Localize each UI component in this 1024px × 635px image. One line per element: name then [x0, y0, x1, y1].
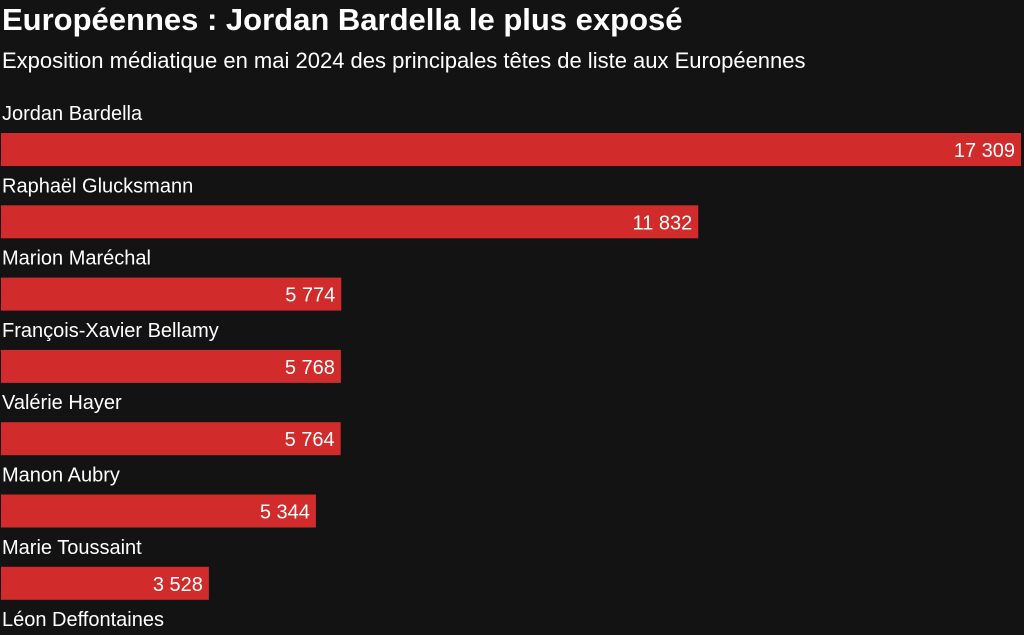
- category-label: Valérie Hayer: [2, 392, 122, 414]
- bar: [1, 133, 1021, 166]
- bar-value-label: 3 528: [153, 574, 203, 596]
- category-label: François-Xavier Bellamy: [2, 320, 219, 342]
- category-label: Marie Toussaint: [2, 537, 142, 559]
- bar-value-label: 5 764: [285, 429, 335, 451]
- category-label: Jordan Bardella: [2, 103, 143, 125]
- bar: [1, 494, 316, 528]
- category-label: Manon Aubry: [2, 465, 120, 487]
- bar-value-label: 17 309: [954, 140, 1015, 162]
- category-label: Léon Deffontaines: [2, 609, 164, 631]
- bar: [1, 422, 341, 456]
- chart-title: Européennes : Jordan Bardella le plus ex…: [2, 2, 683, 37]
- category-label: Raphaël Glucksmann: [2, 175, 193, 197]
- bar: [1, 349, 341, 383]
- bar: [1, 566, 209, 600]
- category-label: Marion Maréchal: [2, 248, 151, 270]
- bar-value-label: 5 774: [285, 285, 335, 307]
- bar-value-label: 11 832: [633, 212, 693, 234]
- bar: [1, 277, 342, 311]
- bar-value-label: 5 768: [285, 357, 335, 379]
- bar-value-label: 5 344: [260, 502, 310, 524]
- bar: [1, 205, 699, 239]
- chart-subtitle: Exposition médiatique en mai 2024 des pr…: [2, 48, 806, 73]
